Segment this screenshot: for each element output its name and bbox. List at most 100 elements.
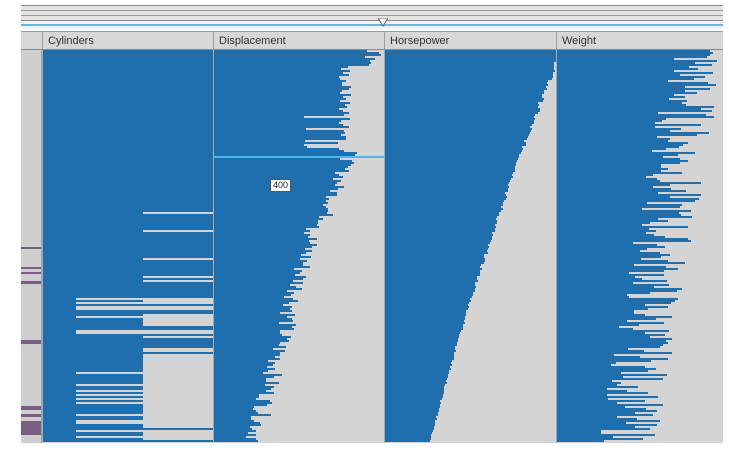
value-bar: [385, 334, 460, 336]
value-bar: [214, 284, 290, 286]
value-bar: [43, 344, 213, 346]
value-bar: [385, 282, 476, 284]
value-bar: [43, 392, 143, 394]
value-bar: [214, 346, 287, 348]
value-bar: [43, 144, 213, 146]
value-bar: [385, 348, 456, 350]
value-bar: [557, 300, 675, 302]
value-bar: [214, 312, 281, 314]
value-bar: [385, 88, 548, 90]
row-index-sidebar[interactable]: [21, 50, 42, 443]
value-bar: [385, 106, 539, 108]
value-bar: [43, 314, 143, 316]
value-bar: [43, 66, 213, 68]
value-bar: [43, 386, 143, 388]
value-bar: [557, 372, 621, 374]
value-bar: [214, 406, 254, 408]
value-bar: [557, 390, 627, 392]
column-header-displacement[interactable]: Displacement: [213, 32, 384, 50]
value-bar: [43, 298, 76, 300]
value-bar: [557, 210, 692, 212]
value-bar: [43, 62, 213, 64]
slider-thumb-icon[interactable]: [378, 18, 388, 27]
value-bar: [385, 220, 498, 222]
value-bar: [557, 338, 672, 340]
value-bar: [43, 394, 76, 396]
value-bar: [385, 260, 485, 262]
value-bar: [557, 198, 700, 200]
value-bar: [43, 350, 143, 352]
value-bar: [385, 304, 469, 306]
column-header-cylinders[interactable]: Cylinders: [42, 32, 213, 50]
value-bar: [43, 90, 213, 92]
value-bar: [214, 136, 346, 138]
brush-selection-line[interactable]: [214, 156, 384, 158]
value-bar: [214, 400, 271, 402]
value-bar: [214, 118, 351, 120]
value-bar: [385, 134, 530, 136]
value-bar: [214, 408, 254, 410]
column-header-horsepower[interactable]: Horsepower: [384, 32, 556, 50]
value-bar: [43, 234, 213, 236]
value-bar: [43, 140, 213, 142]
value-bar: [557, 148, 667, 150]
value-bar: [43, 312, 213, 314]
displacement-column[interactable]: 400: [213, 50, 384, 443]
value-bar: [43, 330, 76, 332]
value-bar: [557, 226, 688, 228]
value-bar: [557, 320, 628, 322]
value-bar: [385, 164, 516, 166]
value-bar: [385, 316, 465, 318]
value-bar: [43, 194, 213, 196]
value-bar: [557, 70, 675, 72]
value-bar: [385, 188, 508, 190]
value-bar: [214, 352, 281, 354]
cylinders-column[interactable]: [42, 50, 213, 443]
weight-column[interactable]: [556, 50, 723, 443]
value-bar: [43, 326, 213, 328]
value-bar: [385, 240, 492, 242]
value-bar: [214, 72, 344, 74]
value-bar: [214, 370, 269, 372]
value-bar: [214, 294, 291, 296]
value-bar: [214, 84, 343, 86]
value-bar: [43, 364, 143, 366]
value-bar: [43, 60, 213, 62]
value-bar: [385, 372, 449, 374]
value-bar: [557, 356, 640, 358]
horsepower-column[interactable]: [384, 50, 556, 443]
value-bar: [214, 380, 266, 382]
scroll-slider[interactable]: [21, 21, 723, 29]
value-bar: [557, 334, 666, 336]
value-bar: [43, 290, 213, 292]
value-bar: [214, 60, 370, 62]
value-bar: [385, 86, 546, 88]
value-bar: [385, 262, 485, 264]
value-bar: [214, 434, 256, 436]
value-bar: [43, 138, 213, 140]
value-bar: [557, 424, 658, 426]
value-bar: [214, 148, 340, 150]
value-bar: [557, 92, 697, 94]
value-bar: [214, 268, 295, 270]
value-bar: [214, 372, 264, 374]
value-bar: [214, 218, 323, 220]
value-bar: [385, 308, 469, 310]
value-bar: [385, 310, 467, 312]
value-bar: [214, 300, 298, 302]
value-bar: [385, 314, 467, 316]
value-bar: [385, 78, 552, 80]
column-header-weight[interactable]: Weight: [556, 32, 723, 50]
value-bar: [43, 300, 143, 302]
value-bar: [214, 122, 339, 124]
value-bar: [557, 66, 690, 68]
value-bar: [214, 430, 257, 432]
value-bar: [214, 130, 345, 132]
value-bar: [557, 140, 669, 142]
value-bar: [43, 390, 76, 392]
value-bar: [214, 384, 265, 386]
value-bar: [557, 436, 613, 438]
value-bar: [385, 432, 433, 434]
value-bar: [214, 222, 318, 224]
value-bar: [385, 298, 471, 300]
